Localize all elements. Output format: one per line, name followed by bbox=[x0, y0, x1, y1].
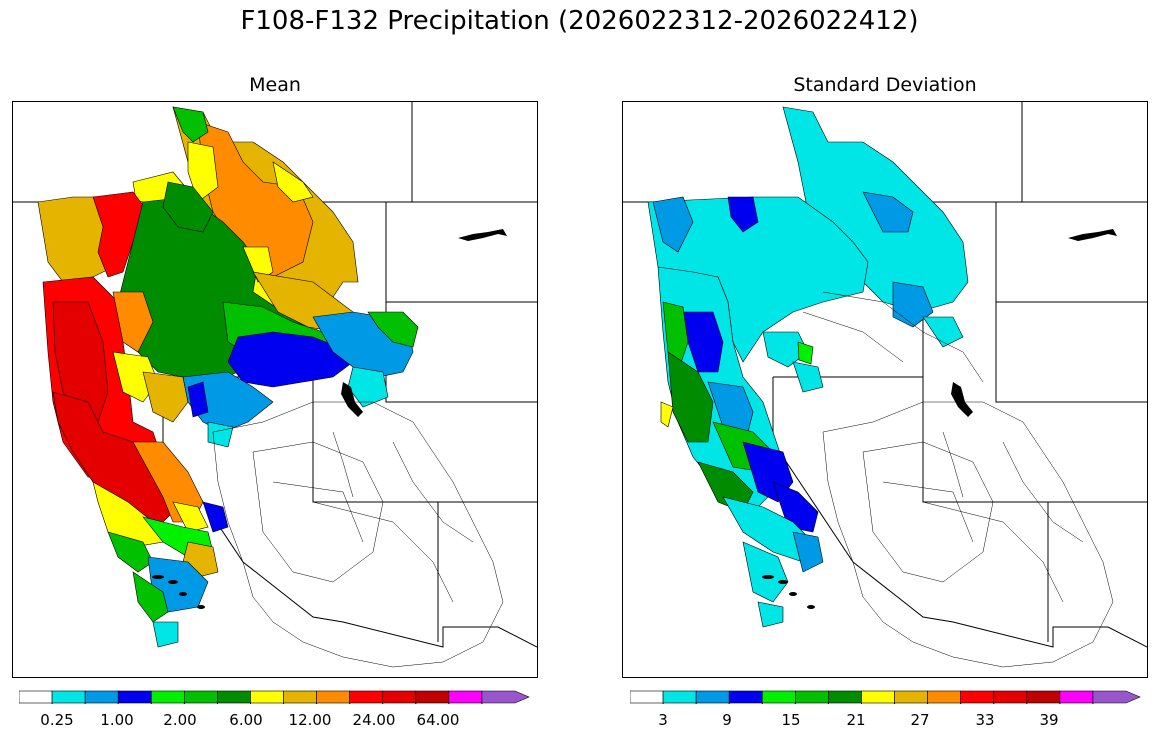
colorbar-mean-tick-label: 1.00 bbox=[100, 711, 134, 729]
colorbar-mean-swatches bbox=[19, 690, 530, 704]
colorbar-stddev-labels-container: 3 9 15 21 27 33 39 bbox=[630, 689, 1142, 729]
colorbar-stddev-tick-label: 27 bbox=[910, 711, 930, 729]
colorbar-mean-tick-label: 12.00 bbox=[288, 711, 332, 729]
colorbar-stddev-tick-label: 9 bbox=[722, 711, 732, 729]
colorbar-stddev-tick-label: 3 bbox=[658, 711, 668, 729]
colorbar-stddev bbox=[630, 690, 1141, 704]
mean-map-svg bbox=[13, 102, 537, 668]
colorbar-mean-tick-label: 24.00 bbox=[352, 711, 396, 729]
map-stddev bbox=[622, 101, 1148, 678]
panel-title-stddev: Standard Deviation bbox=[793, 74, 977, 96]
colorbar-stddev-tick-label: 21 bbox=[846, 711, 866, 729]
colorbar-mean-tick-label: 0.25 bbox=[40, 711, 74, 729]
colorbar-mean-tick-label: 64.00 bbox=[416, 711, 460, 729]
panel-title-mean: Mean bbox=[249, 74, 301, 96]
figure-title: F108-F132 Precipitation (2026022312-2026… bbox=[240, 6, 919, 36]
colorbar-mean-tick-label: 2.00 bbox=[163, 711, 197, 729]
colorbar-stddev-tick-label: 15 bbox=[781, 711, 801, 729]
colorbar-mean bbox=[19, 690, 530, 704]
stddev-map-svg bbox=[623, 102, 1147, 668]
colorbar-stddev-tick-label: 39 bbox=[1039, 711, 1059, 729]
colorbar-stddev-tick-label: 33 bbox=[975, 711, 995, 729]
colorbar-swatch bbox=[481, 690, 530, 704]
colorbar-stddev-swatches bbox=[630, 690, 1141, 704]
map-mean bbox=[12, 101, 538, 678]
colorbar-mean-labels-container: 0.25 1.00 2.00 6.00 12.00 24.00 64.00 bbox=[19, 689, 531, 729]
colorbar-swatch bbox=[1092, 690, 1141, 704]
colorbar-mean-tick-label: 6.00 bbox=[229, 711, 263, 729]
